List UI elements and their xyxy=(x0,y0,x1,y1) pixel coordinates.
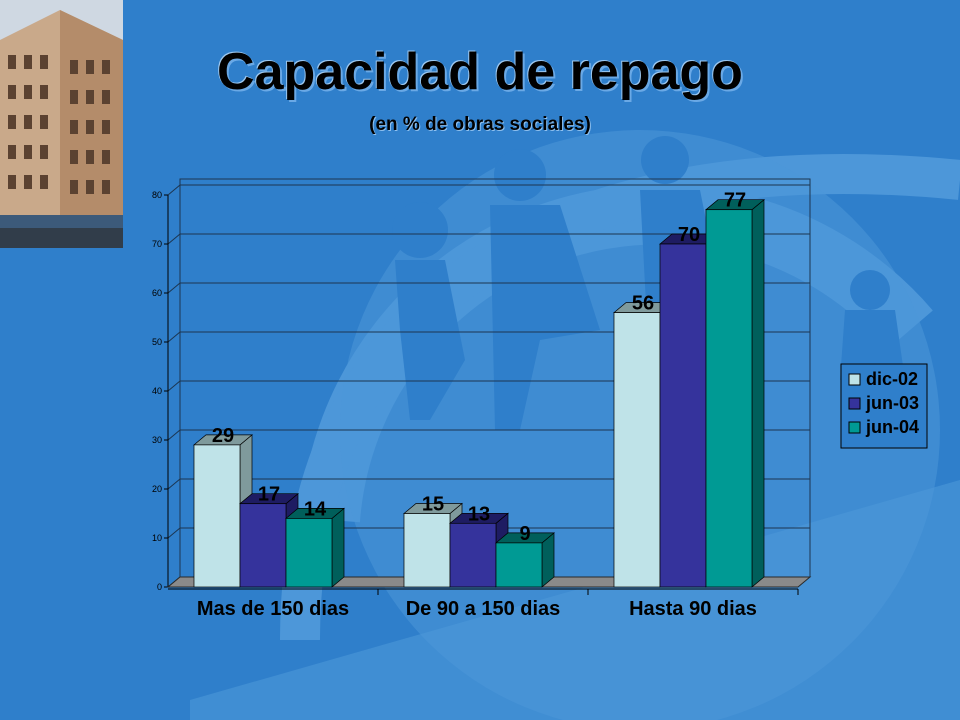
gridline-depth xyxy=(167,233,181,245)
gridline-depth xyxy=(167,380,181,392)
bar xyxy=(705,198,765,588)
gridline-depth xyxy=(167,331,181,343)
y-tick-label: 20 xyxy=(152,484,162,494)
legend-swatch xyxy=(848,421,861,434)
legend-entry: dic-02 xyxy=(866,369,918,389)
data-label: 13 xyxy=(468,503,490,525)
gridline-depth xyxy=(167,429,181,441)
legend-entry: jun-03 xyxy=(865,393,919,413)
bar-side xyxy=(331,507,345,588)
slide-subtitle: (en % de obras sociales) xyxy=(369,114,591,135)
bar-front xyxy=(613,312,661,588)
data-label: 15 xyxy=(422,494,444,516)
y-tick-label: 40 xyxy=(152,386,162,396)
data-label: 70 xyxy=(678,224,700,246)
data-label: 14 xyxy=(304,498,327,520)
bar-front xyxy=(705,209,753,588)
bar-front xyxy=(449,522,497,588)
bar-front xyxy=(193,444,241,588)
chart-bars xyxy=(193,198,765,588)
legend-swatch xyxy=(848,373,861,386)
category-label: Hasta 90 dias xyxy=(629,598,757,620)
bar-front xyxy=(403,513,451,588)
y-tick-label: 50 xyxy=(152,337,162,347)
category-label: De 90 a 150 dias xyxy=(406,598,561,620)
bar-front xyxy=(239,503,287,588)
y-tick-label: 60 xyxy=(152,288,162,298)
chart-labels: 0 10 20 30 40 50 60 70 80 29 17 14 Mas de 150 dias 15… xyxy=(152,190,757,620)
y-tick-label: 80 xyxy=(152,190,162,200)
y-tick-label: 0 xyxy=(157,582,162,592)
chart-legend: dic-02 jun-03 jun-04 xyxy=(840,363,928,449)
legend-swatch xyxy=(848,397,861,410)
bar xyxy=(285,507,345,588)
data-label: 56 xyxy=(632,293,654,315)
bar-front xyxy=(495,542,543,588)
data-label: 77 xyxy=(724,190,746,212)
category-label: Mas de 150 dias xyxy=(197,598,349,620)
bar-side xyxy=(751,198,765,588)
gridline-depth xyxy=(167,282,181,294)
legend-entry: jun-04 xyxy=(865,417,919,437)
data-label: 9 xyxy=(519,523,530,545)
bar xyxy=(495,532,555,588)
data-label: 17 xyxy=(258,484,280,506)
y-tick-label: 10 xyxy=(152,533,162,543)
building-photo xyxy=(0,0,123,248)
y-tick-label: 70 xyxy=(152,239,162,249)
y-tick-label: 30 xyxy=(152,435,162,445)
bar-front xyxy=(285,518,333,588)
slide-title: Capacidad de repago xyxy=(217,43,743,101)
bar-front xyxy=(659,243,707,588)
data-label: 29 xyxy=(212,425,234,447)
gridline-depth xyxy=(167,527,181,539)
gridline-depth xyxy=(167,184,181,196)
gridline-depth xyxy=(167,478,181,490)
